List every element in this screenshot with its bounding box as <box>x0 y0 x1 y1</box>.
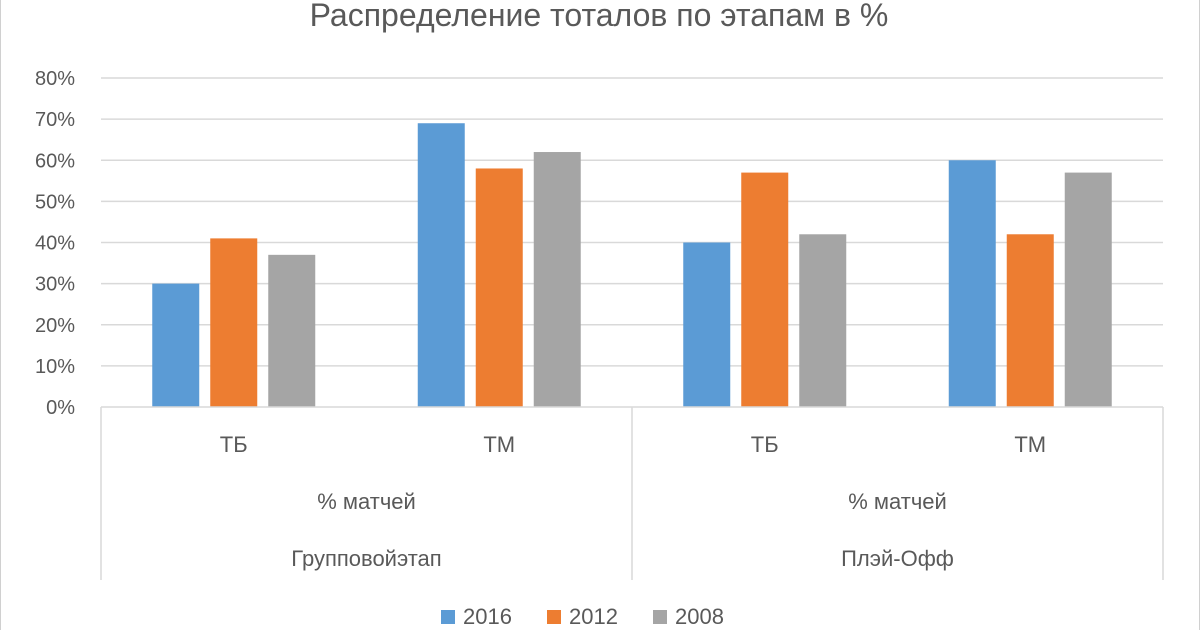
bar-2008-2 <box>799 234 847 407</box>
y-tick-label: 0% <box>46 397 75 419</box>
y-tick-label: 10% <box>35 356 75 378</box>
x-group-measure-label: % матчей <box>317 489 416 514</box>
y-tick-label: 60% <box>35 150 75 172</box>
x-group-measure-label: % матчей <box>848 489 947 514</box>
legend-label-2012: 2012 <box>569 604 618 629</box>
x-category-label: ТМ <box>483 432 515 457</box>
bar-2012-0 <box>210 238 258 407</box>
bar-2008-3 <box>1064 172 1112 407</box>
bar-2012-1 <box>475 168 523 407</box>
y-tick-label: 40% <box>35 233 75 255</box>
bar-2008-1 <box>533 152 581 407</box>
x-category-label: ТБ <box>751 432 779 457</box>
x-category-label: ТБ <box>220 432 248 457</box>
y-tick-label: 70% <box>35 109 75 131</box>
legend-label-2016: 2016 <box>463 604 512 629</box>
bar-2016-3 <box>948 160 996 407</box>
y-tick-label: 20% <box>35 315 75 337</box>
x-group-stage-label: Групповойэтап <box>291 546 441 571</box>
bar-2012-2 <box>741 172 789 407</box>
x-category-label: ТМ <box>1014 432 1046 457</box>
bar-2012-3 <box>1006 234 1054 407</box>
x-group-stage-label: Плэй-Офф <box>841 546 954 571</box>
y-tick-label: 50% <box>35 191 75 213</box>
legend-label-2008: 2008 <box>675 604 724 629</box>
bar-2016-0 <box>152 283 200 407</box>
bar-2016-1 <box>417 123 465 408</box>
y-tick-label: 80% <box>35 68 75 90</box>
legend-swatch-2012 <box>547 610 561 624</box>
bar-2008-0 <box>268 254 316 407</box>
legend-swatch-2008 <box>653 610 667 624</box>
chart-title: Распределение тоталов по этапам в % <box>310 0 889 33</box>
bar-2016-2 <box>683 242 731 407</box>
legend-swatch-2016 <box>441 610 455 624</box>
y-tick-label: 30% <box>35 274 75 296</box>
